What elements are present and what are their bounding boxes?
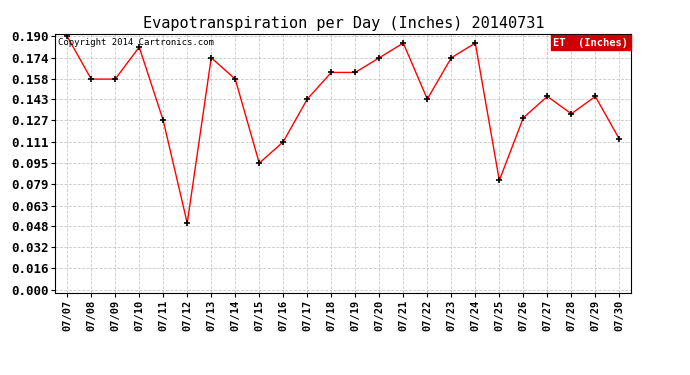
Title: Evapotranspiration per Day (Inches) 20140731: Evapotranspiration per Day (Inches) 2014… <box>143 16 544 31</box>
Text: ET  (Inches): ET (Inches) <box>553 38 629 48</box>
Text: Copyright 2014 Cartronics.com: Copyright 2014 Cartronics.com <box>58 38 214 46</box>
